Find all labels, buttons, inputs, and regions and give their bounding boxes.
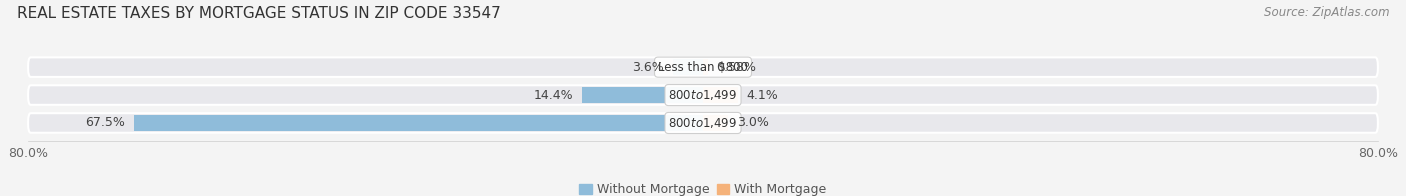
Text: 3.0%: 3.0% bbox=[737, 116, 769, 130]
FancyBboxPatch shape bbox=[28, 85, 1378, 105]
Text: 3.6%: 3.6% bbox=[633, 61, 664, 74]
Bar bbox=[582, 87, 703, 103]
Text: $800 to $1,499: $800 to $1,499 bbox=[668, 116, 738, 130]
Text: 14.4%: 14.4% bbox=[533, 89, 574, 102]
Text: Source: ZipAtlas.com: Source: ZipAtlas.com bbox=[1264, 6, 1389, 19]
Text: 0.58%: 0.58% bbox=[716, 61, 756, 74]
Bar bbox=[703, 115, 728, 131]
Bar bbox=[672, 59, 703, 75]
Bar bbox=[703, 87, 738, 103]
Text: 4.1%: 4.1% bbox=[747, 89, 778, 102]
Legend: Without Mortgage, With Mortgage: Without Mortgage, With Mortgage bbox=[574, 178, 832, 196]
Bar bbox=[134, 115, 703, 131]
FancyBboxPatch shape bbox=[28, 57, 1378, 77]
Bar bbox=[703, 59, 707, 75]
FancyBboxPatch shape bbox=[28, 113, 1378, 133]
Text: Less than $800: Less than $800 bbox=[658, 61, 748, 74]
Text: $800 to $1,499: $800 to $1,499 bbox=[668, 88, 738, 102]
Text: REAL ESTATE TAXES BY MORTGAGE STATUS IN ZIP CODE 33547: REAL ESTATE TAXES BY MORTGAGE STATUS IN … bbox=[17, 6, 501, 21]
Text: 67.5%: 67.5% bbox=[86, 116, 125, 130]
